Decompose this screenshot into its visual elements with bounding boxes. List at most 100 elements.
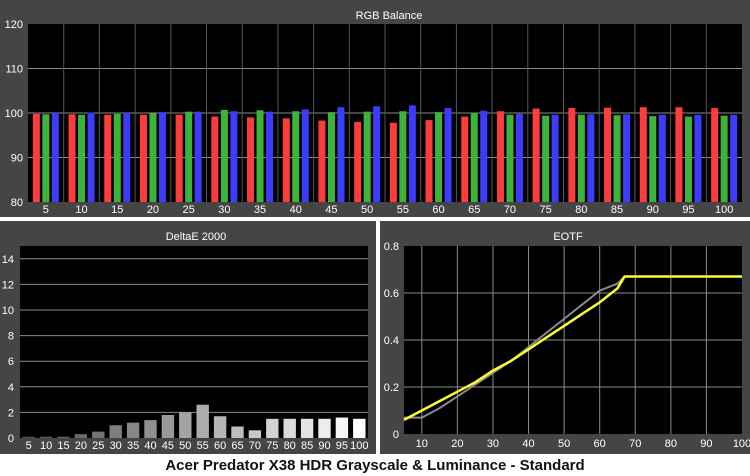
y-tick-label: 0	[8, 433, 14, 445]
bar-red	[604, 107, 612, 202]
bar-red	[389, 122, 397, 202]
bar-red	[711, 108, 719, 202]
rgb-balance-panel: RGB Balance 80 90 100 110 120 5 10 15 20 25 30 35 4…	[0, 0, 750, 217]
bar-blue	[551, 114, 559, 202]
x-tick-label: 95	[682, 204, 694, 216]
bar-blue	[87, 112, 95, 202]
bar-blue	[373, 106, 381, 202]
bar-deltae	[283, 418, 296, 438]
x-tick-labels: 10 20 30 40 50 60 70 80 90 100	[416, 438, 750, 450]
x-tick-label: 20	[75, 440, 87, 452]
bar-green	[292, 111, 300, 202]
bar-green	[435, 112, 443, 202]
series-line-eotf_measured	[403, 275, 742, 422]
y-tick-labels: 0 0.2 0.4 0.6 0.8	[384, 241, 399, 441]
chart-title: RGB Balance	[356, 10, 423, 22]
bar-deltae	[161, 414, 175, 438]
y-tick-label: 0.2	[384, 382, 399, 394]
bar-green	[42, 114, 50, 202]
bar-red	[68, 114, 76, 202]
bar-blue	[337, 107, 345, 202]
y-tick-label: 90	[11, 153, 23, 165]
y-tick-label: 8	[8, 331, 14, 343]
x-tick-label: 40	[144, 440, 156, 452]
bar-deltae	[248, 430, 262, 438]
bar-red	[675, 107, 683, 202]
x-tick-label: 20	[147, 204, 159, 216]
bar-red	[282, 118, 290, 202]
x-tick-label: 80	[284, 440, 296, 452]
y-tick-label: 6	[8, 356, 14, 368]
x-tick-label: 40	[290, 204, 302, 216]
y-tick-labels: 80 90 100 110 120	[5, 19, 23, 209]
bar-deltae	[231, 426, 244, 438]
bar-green	[542, 115, 550, 202]
bar-deltae	[92, 431, 105, 438]
x-tick-label: 10	[75, 204, 87, 216]
x-tick-label: 90	[700, 438, 712, 450]
x-tick-label: 35	[127, 440, 139, 452]
x-tick-label: 65	[468, 204, 480, 216]
bar-red	[318, 120, 326, 202]
bar-deltae	[318, 418, 331, 438]
bar-blue	[266, 111, 274, 202]
bar-deltae	[266, 418, 279, 438]
x-tick-label: 90	[647, 204, 659, 216]
bar-deltae	[144, 420, 157, 438]
x-tick-label: 75	[266, 440, 278, 452]
x-tick-label: 100	[350, 440, 368, 452]
x-tick-label: 55	[197, 440, 209, 452]
bar-blue	[730, 114, 738, 202]
bar-green	[613, 115, 621, 202]
y-tick-label: 12	[2, 279, 14, 291]
x-tick-label: 50	[558, 438, 570, 450]
deltae-panel: DeltaE 2000 0 2 4 6 8 10 12 14 5 10 15 20 25 30 35 40 4…	[0, 221, 376, 454]
x-tick-label: 5	[26, 440, 32, 452]
bar-green	[363, 111, 371, 202]
x-tick-label: 45	[325, 204, 337, 216]
y-tick-label: 120	[5, 19, 23, 31]
y-tick-label: 110	[5, 64, 23, 76]
bar-red	[568, 108, 576, 202]
bar-red	[32, 113, 40, 202]
bar-deltae	[126, 422, 140, 438]
bars	[32, 105, 738, 202]
eotf-panel: EOTF 0 0.2 0.4 0.6 0.8 10 20 30 40 50 60 70 80 90 100	[380, 221, 750, 454]
y-tick-label: 14	[2, 254, 14, 266]
bar-blue	[51, 113, 59, 202]
bar-green	[470, 112, 478, 202]
x-tick-label: 85	[301, 440, 313, 452]
bar-red	[247, 117, 255, 202]
y-tick-label: 0	[393, 429, 399, 441]
x-tick-label: 45	[162, 440, 174, 452]
x-tick-labels: 5 10 15 20 25 30 35 40 45 50 55 60 65 70 75 80 85 90 95 100	[26, 440, 369, 452]
x-tick-label: 60	[214, 440, 226, 452]
plot-area	[20, 246, 368, 438]
y-tick-label: 0.6	[384, 288, 399, 300]
x-tick-label: 15	[57, 440, 69, 452]
x-tick-label: 15	[111, 204, 123, 216]
bar-deltae	[300, 418, 314, 438]
bar-deltae	[353, 418, 366, 438]
bar-red	[639, 107, 647, 202]
x-tick-label: 90	[318, 440, 330, 452]
x-tick-label: 25	[183, 204, 195, 216]
y-tick-labels: 0 2 4 6 8 10 12 14	[2, 254, 14, 445]
x-tick-labels: 5 10 15 20 25 30 35 40 45 50 55 60 65 70 75 80 85 90 95 100	[43, 204, 734, 216]
bar-green	[78, 114, 86, 202]
bar-blue	[658, 114, 666, 202]
x-tick-label: 85	[611, 204, 623, 216]
x-tick-label: 40	[522, 438, 534, 450]
bar-green	[577, 114, 585, 202]
x-tick-label: 100	[715, 204, 733, 216]
x-tick-label: 70	[504, 204, 516, 216]
y-tick-label: 0.4	[384, 335, 399, 347]
x-tick-label: 10	[416, 438, 428, 450]
x-tick-label: 60	[432, 204, 444, 216]
y-tick-label: 0.8	[384, 241, 399, 253]
x-tick-label: 70	[249, 440, 261, 452]
y-tick-label: 10	[2, 305, 14, 317]
bars	[22, 404, 366, 438]
bar-blue	[444, 108, 452, 202]
